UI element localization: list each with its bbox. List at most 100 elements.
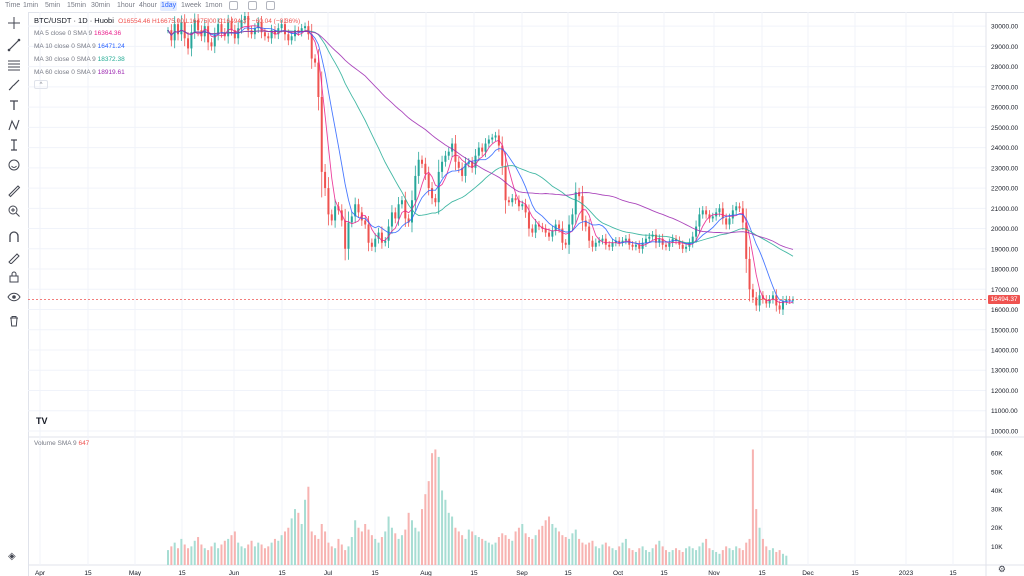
candle-body: [207, 26, 210, 43]
timeframe-1hour[interactable]: 1hour: [117, 2, 135, 9]
timeframe-4hour[interactable]: 4hour: [139, 2, 157, 9]
timeframe-1min[interactable]: 1min: [23, 2, 39, 9]
timeframe-30min[interactable]: 30min: [91, 2, 111, 9]
volume-bar: [390, 527, 393, 565]
prediction-icon[interactable]: [6, 138, 22, 152]
fullscreen-icon[interactable]: [266, 1, 275, 10]
volume-bar: [594, 546, 597, 565]
timeframe-time[interactable]: Time: [5, 2, 21, 9]
candle-body: [247, 16, 250, 31]
screenshot-icon[interactable]: [248, 1, 257, 10]
candle-body: [451, 143, 454, 152]
volume-bar: [217, 548, 220, 565]
volume-bar: [688, 546, 691, 565]
timeframe-5min[interactable]: 5min: [45, 2, 61, 9]
volume-bar: [715, 551, 718, 565]
timeframe-1week[interactable]: 1week: [181, 2, 202, 9]
volume-bar: [223, 540, 226, 565]
ma-line-10: [167, 26, 794, 302]
lock-icon[interactable]: [6, 270, 22, 284]
price-chart[interactable]: 30000.00 29000.00 28000.00 27000.00 26000.00…: [28, 12, 1024, 576]
last-price-tag: 16494.37: [988, 295, 1020, 304]
crosshair-icon[interactable]: [6, 16, 22, 30]
magnet-icon[interactable]: [6, 230, 22, 244]
timeframe-1mon[interactable]: 1mon: [205, 2, 223, 9]
y-tick-label: 18000.00: [991, 267, 1018, 274]
candle-body: [283, 24, 286, 35]
timeframe-1day[interactable]: 1day: [160, 1, 178, 11]
candle-body: [601, 238, 604, 241]
x-tick-label: 15: [371, 570, 379, 576]
ruler-icon[interactable]: [6, 184, 22, 198]
candle-body: [240, 20, 243, 29]
text-icon[interactable]: [6, 98, 22, 112]
trend-line-icon[interactable]: [6, 38, 22, 52]
candle-body: [691, 236, 694, 243]
candle-body: [631, 244, 634, 247]
symbol-header: BTC/USDT · 1D · Huobi O16554.46 H16675.0…: [34, 16, 300, 25]
stay-drawing-icon[interactable]: [6, 250, 22, 264]
zoom-in-icon[interactable]: [6, 204, 22, 218]
candle-body: [568, 224, 571, 245]
timeframe-toolbar: Time 1min 5min 15min 30min 1hour 4hour 1day 1wee…: [0, 0, 1024, 13]
candle-body: [467, 161, 470, 164]
brush-icon[interactable]: [6, 78, 22, 92]
volume-bar: [283, 531, 286, 565]
layers-icon[interactable]: ◈: [8, 551, 16, 562]
volume-bar: [324, 531, 327, 565]
y-tick-label: 16000.00: [991, 307, 1018, 314]
volume-bar: [387, 516, 390, 565]
volume-bar: [227, 538, 230, 565]
candle-body: [544, 228, 547, 233]
volume-bar: [728, 548, 731, 565]
volume-bar: [180, 538, 183, 565]
candle-body: [514, 198, 517, 201]
volume-bar: [558, 531, 561, 565]
ma-legend-1: MA 10 close 0 SMA 9 16471.24: [34, 43, 125, 51]
candle-body: [384, 240, 387, 243]
pattern-icon[interactable]: [6, 118, 22, 132]
timeframe-15min[interactable]: 15min: [67, 2, 87, 9]
candle-body: [548, 232, 551, 237]
emoji-icon[interactable]: [6, 158, 22, 172]
candle-body: [193, 20, 196, 33]
volume-bar: [741, 550, 744, 565]
candle-body: [571, 214, 574, 225]
volume-bar: [644, 550, 647, 565]
volume-bar: [220, 544, 223, 565]
collapse-legend-button[interactable]: ^: [34, 80, 48, 89]
volume-bar: [504, 535, 507, 565]
volume-bar: [618, 546, 621, 565]
candle-body: [564, 242, 567, 245]
candle-body: [357, 204, 360, 213]
volume-bar: [280, 535, 283, 565]
candle-body: [494, 135, 497, 138]
volume-bar: [651, 548, 654, 565]
volume-bar: [695, 550, 698, 565]
volume-bar: [771, 548, 774, 565]
volume-bar: [624, 538, 627, 565]
x-tick-label: May: [129, 570, 142, 576]
candle-body: [578, 192, 581, 197]
candle-body: [431, 188, 434, 199]
trash-icon[interactable]: [6, 314, 22, 328]
candle-body: [227, 22, 230, 37]
volume-bar: [447, 512, 450, 565]
indicators-icon[interactable]: [229, 1, 238, 10]
candle-body: [220, 24, 223, 33]
fib-retracement-icon[interactable]: [6, 58, 22, 72]
candle-body: [317, 62, 320, 98]
candle-body: [233, 30, 236, 39]
ma-legend-value: 18919.61: [97, 69, 125, 76]
drawing-toolbar: [0, 12, 29, 576]
volume-bar: [213, 542, 216, 565]
volume-bar: [497, 537, 500, 565]
candle-body: [501, 145, 504, 166]
settings-gear-icon[interactable]: ⚙: [997, 564, 1006, 574]
candle-body: [400, 200, 403, 205]
y-tick-label: 19000.00: [991, 246, 1018, 253]
candle-body: [243, 16, 246, 21]
x-tick-label: 15: [470, 570, 478, 576]
candle-body: [447, 151, 450, 156]
eye-icon[interactable]: [6, 290, 22, 304]
